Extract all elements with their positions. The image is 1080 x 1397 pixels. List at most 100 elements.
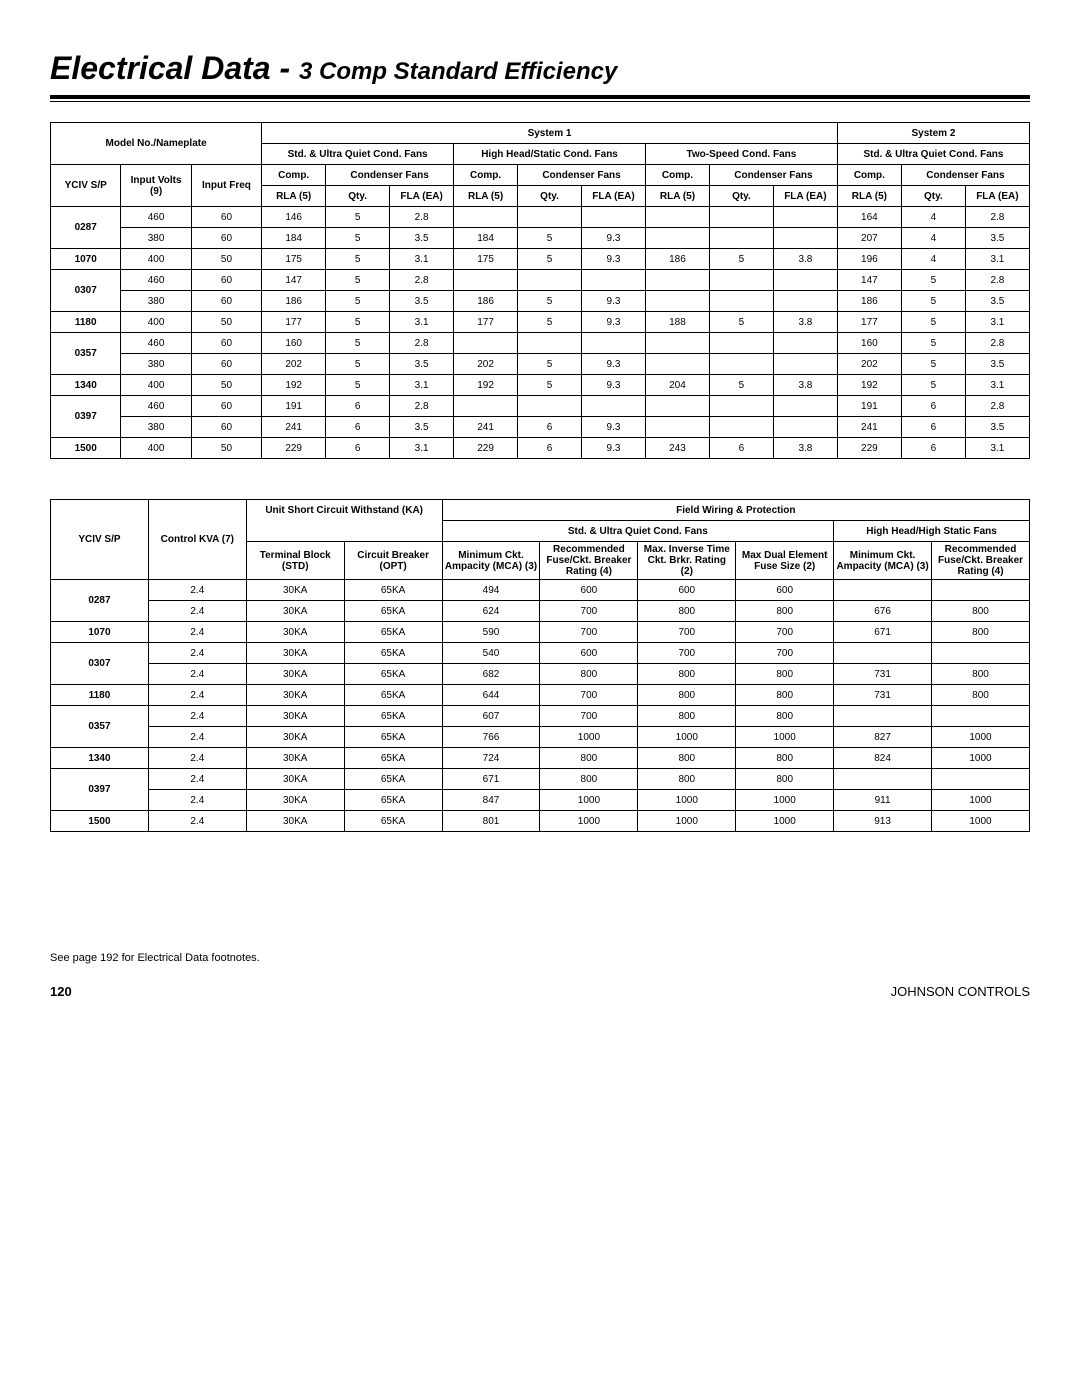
table-cell: 847 [442, 790, 540, 811]
table-cell: 6 [901, 438, 965, 459]
table-cell: 4 [901, 249, 965, 270]
table-cell [582, 333, 646, 354]
table-cell [932, 580, 1030, 601]
table-cell: 202 [454, 354, 518, 375]
table-cell: 1000 [638, 790, 736, 811]
table-cell: 5 [326, 228, 390, 249]
table-cell: 186 [837, 291, 901, 312]
table-cell: 682 [442, 664, 540, 685]
table-cell: 65KA [344, 706, 442, 727]
page-number: 120 [50, 984, 72, 999]
table-cell: 1000 [638, 727, 736, 748]
table-cell [709, 354, 773, 375]
table-cell [932, 769, 1030, 790]
table-cell: 65KA [344, 811, 442, 832]
table-cell [709, 396, 773, 417]
table-cell [709, 417, 773, 438]
table-cell: 644 [442, 685, 540, 706]
table-cell [834, 643, 932, 664]
hdr-comp: Comp. [454, 165, 518, 186]
table-cell-model: 1180 [51, 312, 121, 333]
hdr-cond-fans: Condenser Fans [901, 165, 1029, 186]
table-cell: 4 [901, 207, 965, 228]
hdr-std-quiet-2: Std. & Ultra Quiet Cond. Fans [837, 144, 1029, 165]
table-cell: 1000 [540, 811, 638, 832]
table-cell: 1000 [932, 811, 1030, 832]
table-cell: 50 [191, 438, 261, 459]
table-cell: 700 [736, 643, 834, 664]
hdr-qty: Qty. [518, 186, 582, 207]
hdr-yciv: YCIV S/P [51, 165, 121, 207]
table-cell: 460 [121, 333, 191, 354]
table-cell: 30KA [246, 748, 344, 769]
table-cell: 3.1 [390, 312, 454, 333]
table-cell: 50 [191, 375, 261, 396]
table-cell: 2.8 [390, 396, 454, 417]
table-cell: 3.1 [965, 375, 1029, 396]
table-cell: 1000 [932, 790, 1030, 811]
table-cell: 146 [262, 207, 326, 228]
table-cell: 192 [837, 375, 901, 396]
table-cell: 2.4 [148, 811, 246, 832]
table-cell [709, 207, 773, 228]
hdr-qty: Qty. [326, 186, 390, 207]
table-cell [645, 207, 709, 228]
table-cell: 9.3 [582, 417, 646, 438]
table-cell [645, 417, 709, 438]
table-cell: 6 [326, 396, 390, 417]
table-cell: 724 [442, 748, 540, 769]
hdr-yciv: YCIV S/P [51, 500, 149, 580]
table-cell: 6 [901, 396, 965, 417]
table-cell: 65KA [344, 580, 442, 601]
table-cell: 5 [326, 270, 390, 291]
table-cell: 1000 [932, 727, 1030, 748]
table-cell: 60 [191, 207, 261, 228]
hdr-comp: Comp. [262, 165, 326, 186]
table-cell: 2.8 [390, 270, 454, 291]
hdr-rec-fuse: Recommended Fuse/Ckt. Breaker Rating (4) [540, 542, 638, 580]
table-cell-model: 0287 [51, 207, 121, 249]
table-cell: 5 [326, 375, 390, 396]
table-cell: 800 [932, 622, 1030, 643]
table-cell [834, 706, 932, 727]
table-cell: 65KA [344, 769, 442, 790]
table-cell-model: 0357 [51, 333, 121, 375]
table-cell [834, 769, 932, 790]
table-cell: 600 [638, 580, 736, 601]
table-cell-model: 1180 [51, 685, 149, 706]
table-cell: 147 [262, 270, 326, 291]
table-cell: 700 [638, 643, 736, 664]
table-cell: 65KA [344, 664, 442, 685]
hdr-control-kva: Control KVA (7) [148, 500, 246, 580]
table-cell: 60 [191, 417, 261, 438]
table-cell [932, 706, 1030, 727]
table-cell: 800 [736, 769, 834, 790]
table-cell: 147 [837, 270, 901, 291]
hdr-system2: System 2 [837, 123, 1029, 144]
table-cell: 196 [837, 249, 901, 270]
hdr-field-wiring: Field Wiring & Protection [442, 500, 1029, 521]
table-cell: 3.8 [773, 312, 837, 333]
table-cell: 2.4 [148, 580, 246, 601]
table-cell: 9.3 [582, 312, 646, 333]
table-cell [645, 291, 709, 312]
table-cell: 913 [834, 811, 932, 832]
table-cell: 400 [121, 438, 191, 459]
table-cell: 9.3 [582, 354, 646, 375]
table-cell: 600 [736, 580, 834, 601]
table-cell: 229 [454, 438, 518, 459]
table-cell: 380 [121, 228, 191, 249]
table-cell: 5 [518, 228, 582, 249]
table-cell: 160 [837, 333, 901, 354]
table-cell: 175 [454, 249, 518, 270]
table-cell: 800 [932, 664, 1030, 685]
table-cell: 177 [837, 312, 901, 333]
table-cell: 827 [834, 727, 932, 748]
table-cell: 5 [901, 291, 965, 312]
table-cell [709, 291, 773, 312]
table-cell: 6 [326, 438, 390, 459]
table-cell: 3.8 [773, 375, 837, 396]
table-cell: 460 [121, 396, 191, 417]
table-cell: 800 [736, 601, 834, 622]
hdr-qty: Qty. [901, 186, 965, 207]
